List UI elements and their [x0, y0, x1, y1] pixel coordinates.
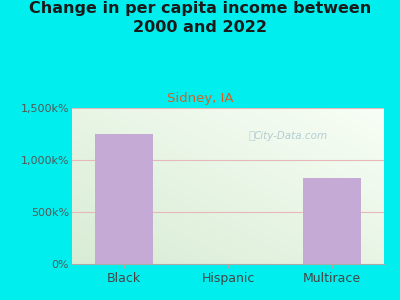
Bar: [96, 134, 153, 264]
Bar: [303, 178, 361, 264]
Text: Change in per capita income between
2000 and 2022: Change in per capita income between 2000…: [29, 2, 371, 35]
Text: Sidney, IA: Sidney, IA: [167, 92, 233, 104]
Text: City-Data.com: City-Data.com: [253, 131, 328, 141]
Text: ⓘ: ⓘ: [248, 131, 255, 141]
